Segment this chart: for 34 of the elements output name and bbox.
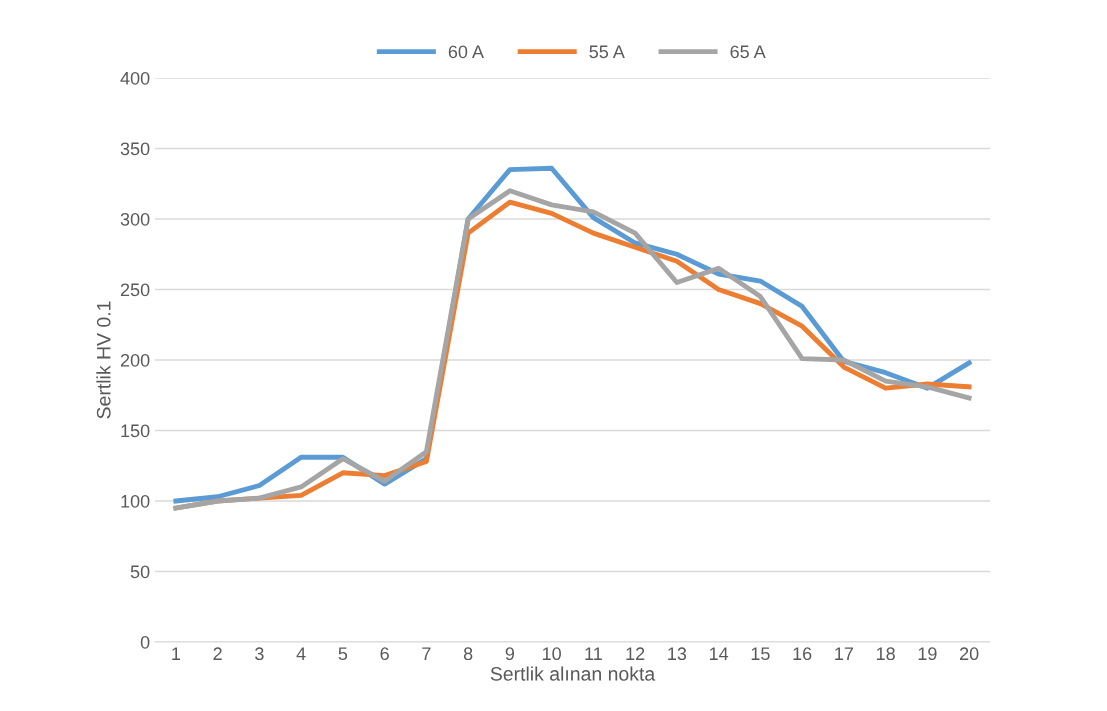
x-tick-label: 7 [422, 647, 431, 660]
legend-label: 55 A [589, 45, 625, 59]
x-tick-label: 11 [585, 647, 602, 660]
y-tick-label: 50 [130, 565, 150, 579]
x-tick-label: 15 [751, 647, 770, 661]
x-tick-label: 1 [172, 647, 181, 660]
x-tick-label: 17 [835, 647, 854, 660]
x-tick-label: 19 [918, 647, 937, 661]
x-tick-label: 18 [876, 647, 895, 661]
x-axis-title: Sertlik alınan nokta [490, 666, 656, 681]
x-tick-label: 14 [709, 647, 729, 660]
x-tick-label: 9 [505, 647, 515, 661]
x-tick-label: 6 [380, 647, 389, 661]
x-tick-label: 20 [959, 647, 979, 661]
x-tick-label: 3 [255, 647, 264, 661]
x-tick-label: 12 [626, 647, 645, 660]
x-tick-label: 10 [542, 647, 561, 661]
y-tick-label: 400 [120, 71, 150, 85]
y-tick-label: 350 [120, 142, 150, 156]
legend-label: 60 A [448, 45, 484, 59]
legend-label: 65 A [730, 45, 766, 59]
x-tick-label: 13 [668, 647, 687, 661]
y-axis-title: Sertlik HV 0.1 [96, 301, 111, 419]
y-tick-label: 100 [121, 494, 150, 508]
x-tick-label: 16 [793, 647, 812, 661]
y-tick-label: 150 [121, 424, 150, 438]
x-tick-label: 5 [338, 647, 348, 661]
y-tick-label: 250 [120, 283, 150, 297]
y-tick-label: 300 [120, 212, 150, 226]
x-tick-label: 8 [463, 647, 473, 661]
x-tick-label: 2 [213, 647, 222, 660]
x-tick-label: 4 [296, 647, 306, 660]
y-tick-label: 0 [140, 635, 150, 649]
y-tick-label: 200 [120, 353, 150, 367]
